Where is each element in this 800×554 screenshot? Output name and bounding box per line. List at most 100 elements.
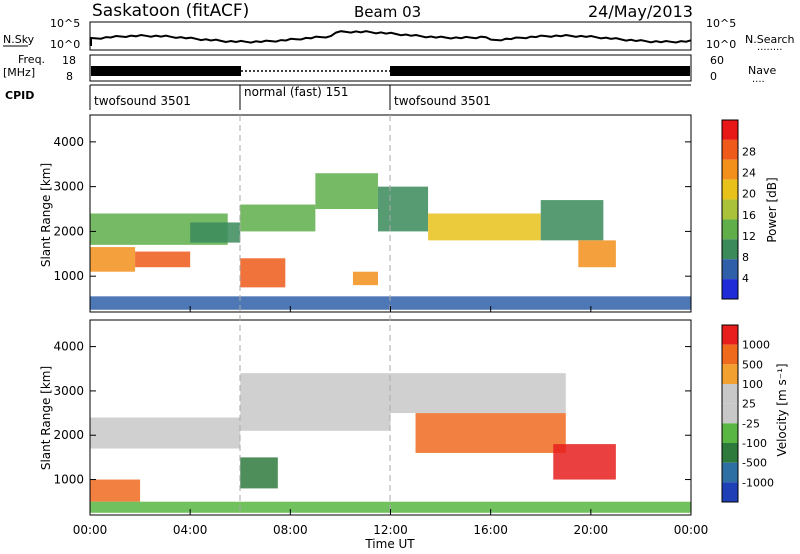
cpid-segment-3: twofsound 3501	[394, 94, 491, 108]
colorbar-cell	[722, 120, 738, 140]
power-band-10	[540, 200, 604, 241]
y-tick-label: 1000	[53, 473, 84, 487]
colorbar-cell	[722, 482, 738, 502]
nave-key: ....	[752, 74, 765, 85]
site-title: Saskatoon (fitACF)	[92, 1, 249, 21]
colorbar-cell	[722, 139, 738, 160]
x-tick-label: 08:00	[273, 523, 308, 537]
colorbar-cell	[722, 384, 738, 404]
colorbar-cell	[722, 199, 738, 220]
colorbar-tick-label: -500	[742, 457, 767, 470]
velocity-colorbar: 1000 500 100 25 -25 -100 -500 -1000	[721, 324, 774, 503]
cpid-segment-1: twofsound 3501	[94, 94, 191, 108]
velocity-band-1	[90, 417, 241, 449]
colorbar-tick-label: 24	[742, 167, 756, 180]
colorbar-tick-label: -1000	[742, 476, 774, 489]
x-tick-label: 00:00	[674, 523, 709, 537]
power-band-5	[240, 204, 316, 232]
x-tick-label: 20:00	[574, 523, 609, 537]
y-tick-label: 4000	[53, 135, 84, 149]
velocity-band-4	[415, 413, 566, 453]
colorbar-frame	[721, 119, 739, 300]
colorbar-frame	[721, 324, 739, 503]
colorbar-tick-label: 500	[742, 358, 763, 371]
y-tick-label: 3000	[53, 384, 84, 398]
colorbar-cell	[722, 179, 738, 200]
power-band-11	[578, 240, 616, 268]
x-tick-label: 16:00	[473, 523, 508, 537]
noise-tick-left-bottom: 10^0	[50, 38, 80, 51]
x-tick-label: 00:00	[73, 523, 108, 537]
colorbar-cell	[722, 159, 738, 180]
power-band-7	[352, 271, 378, 286]
x-tick-label: 04:00	[173, 523, 208, 537]
colorbar-tick-label: 4	[742, 272, 749, 285]
nave-label: Nave	[748, 64, 776, 77]
colorbar-tick-label: 28	[742, 146, 756, 159]
noise-trace	[90, 30, 692, 46]
colorbar-tick-label: 25	[742, 398, 756, 411]
power-colorbar-label: Power [dB]	[765, 177, 779, 242]
velocity-y-axis: 1000 2000 3000 4000	[53, 340, 691, 487]
y-tick-label: 4000	[53, 340, 84, 354]
y-tick-label: 2000	[53, 224, 84, 238]
cpid-label: CPID	[5, 89, 34, 102]
noise-panel-frame	[89, 21, 692, 51]
velocity-ylabel: Slant Range [km]	[39, 366, 53, 470]
colorbar-cell	[722, 259, 738, 280]
power-heatmap	[90, 173, 691, 310]
power-band-8	[377, 186, 429, 232]
colorbar-tick-label: -100	[742, 437, 767, 450]
freq-tick-top: 18	[62, 54, 76, 67]
power-ylabel: Slant Range [km]	[39, 163, 53, 267]
y-tick-label: 3000	[53, 180, 84, 194]
noise-tick-left-top: 10^5	[50, 17, 80, 30]
freq-band-3	[390, 66, 690, 76]
power-band-6	[315, 173, 378, 210]
velocity-colorbar-label: Velocity [m s⁻¹]	[775, 363, 789, 456]
date-title: 24/May/2013	[588, 2, 693, 21]
colorbar-cell	[722, 423, 738, 443]
velocity-band-3	[240, 373, 391, 431]
freq-label: Freq.	[18, 53, 45, 66]
colorbar-tick-label: 1000	[742, 339, 770, 352]
power-colorbar: 4 8 12 16 20 24 28	[721, 119, 756, 300]
freq-unit: [MHz]	[3, 66, 35, 79]
power-y-axis: 1000 2000 3000 4000	[53, 135, 691, 283]
y-tick-label: 1000	[53, 269, 84, 283]
power-band-9	[428, 213, 541, 241]
nave-tick-bottom: 0	[710, 70, 717, 83]
colorbar-tick-label: 12	[742, 230, 756, 243]
power-band-4	[240, 258, 286, 288]
colorbar-tick-label: 100	[742, 378, 763, 391]
power-band-3	[190, 222, 241, 243]
velocity-band-0	[90, 479, 141, 502]
noise-line	[90, 30, 692, 46]
y-tick-label: 2000	[53, 428, 84, 442]
velocity-band-2	[240, 457, 278, 489]
colorbar-cell	[722, 325, 738, 345]
velocity-band-5	[553, 444, 616, 480]
power-band-0	[90, 247, 136, 272]
time-x-axis: 00:00 04:00 08:00 12:00 16:00 20:00 00:00	[73, 306, 709, 537]
colorbar-cell	[722, 279, 738, 299]
freq-band-1	[91, 66, 241, 76]
noise-tick-right-top: 10^5	[706, 17, 736, 30]
colorbar-tick-label: 16	[742, 209, 756, 222]
nsearch-label: N.Search	[745, 33, 795, 46]
time-xlabel: Time UT	[364, 537, 415, 551]
nsky-label: N.Sky	[3, 33, 35, 46]
colorbar-tick-label: 20	[742, 188, 756, 201]
colorbar-tick-label: -25	[742, 417, 760, 430]
colorbar-tick-label: 8	[742, 251, 749, 264]
colorbar-cell	[722, 239, 738, 260]
velocity-heatmap	[90, 373, 691, 513]
colorbar-cell	[722, 344, 738, 365]
x-tick-label: 12:00	[373, 523, 408, 537]
freq-panel-frame	[89, 54, 692, 82]
noise-tick-right-bottom: 10^0	[706, 38, 736, 51]
colorbar-cell	[722, 403, 738, 424]
colorbar-cell	[722, 219, 738, 240]
freq-tick-bottom: 8	[66, 70, 73, 83]
